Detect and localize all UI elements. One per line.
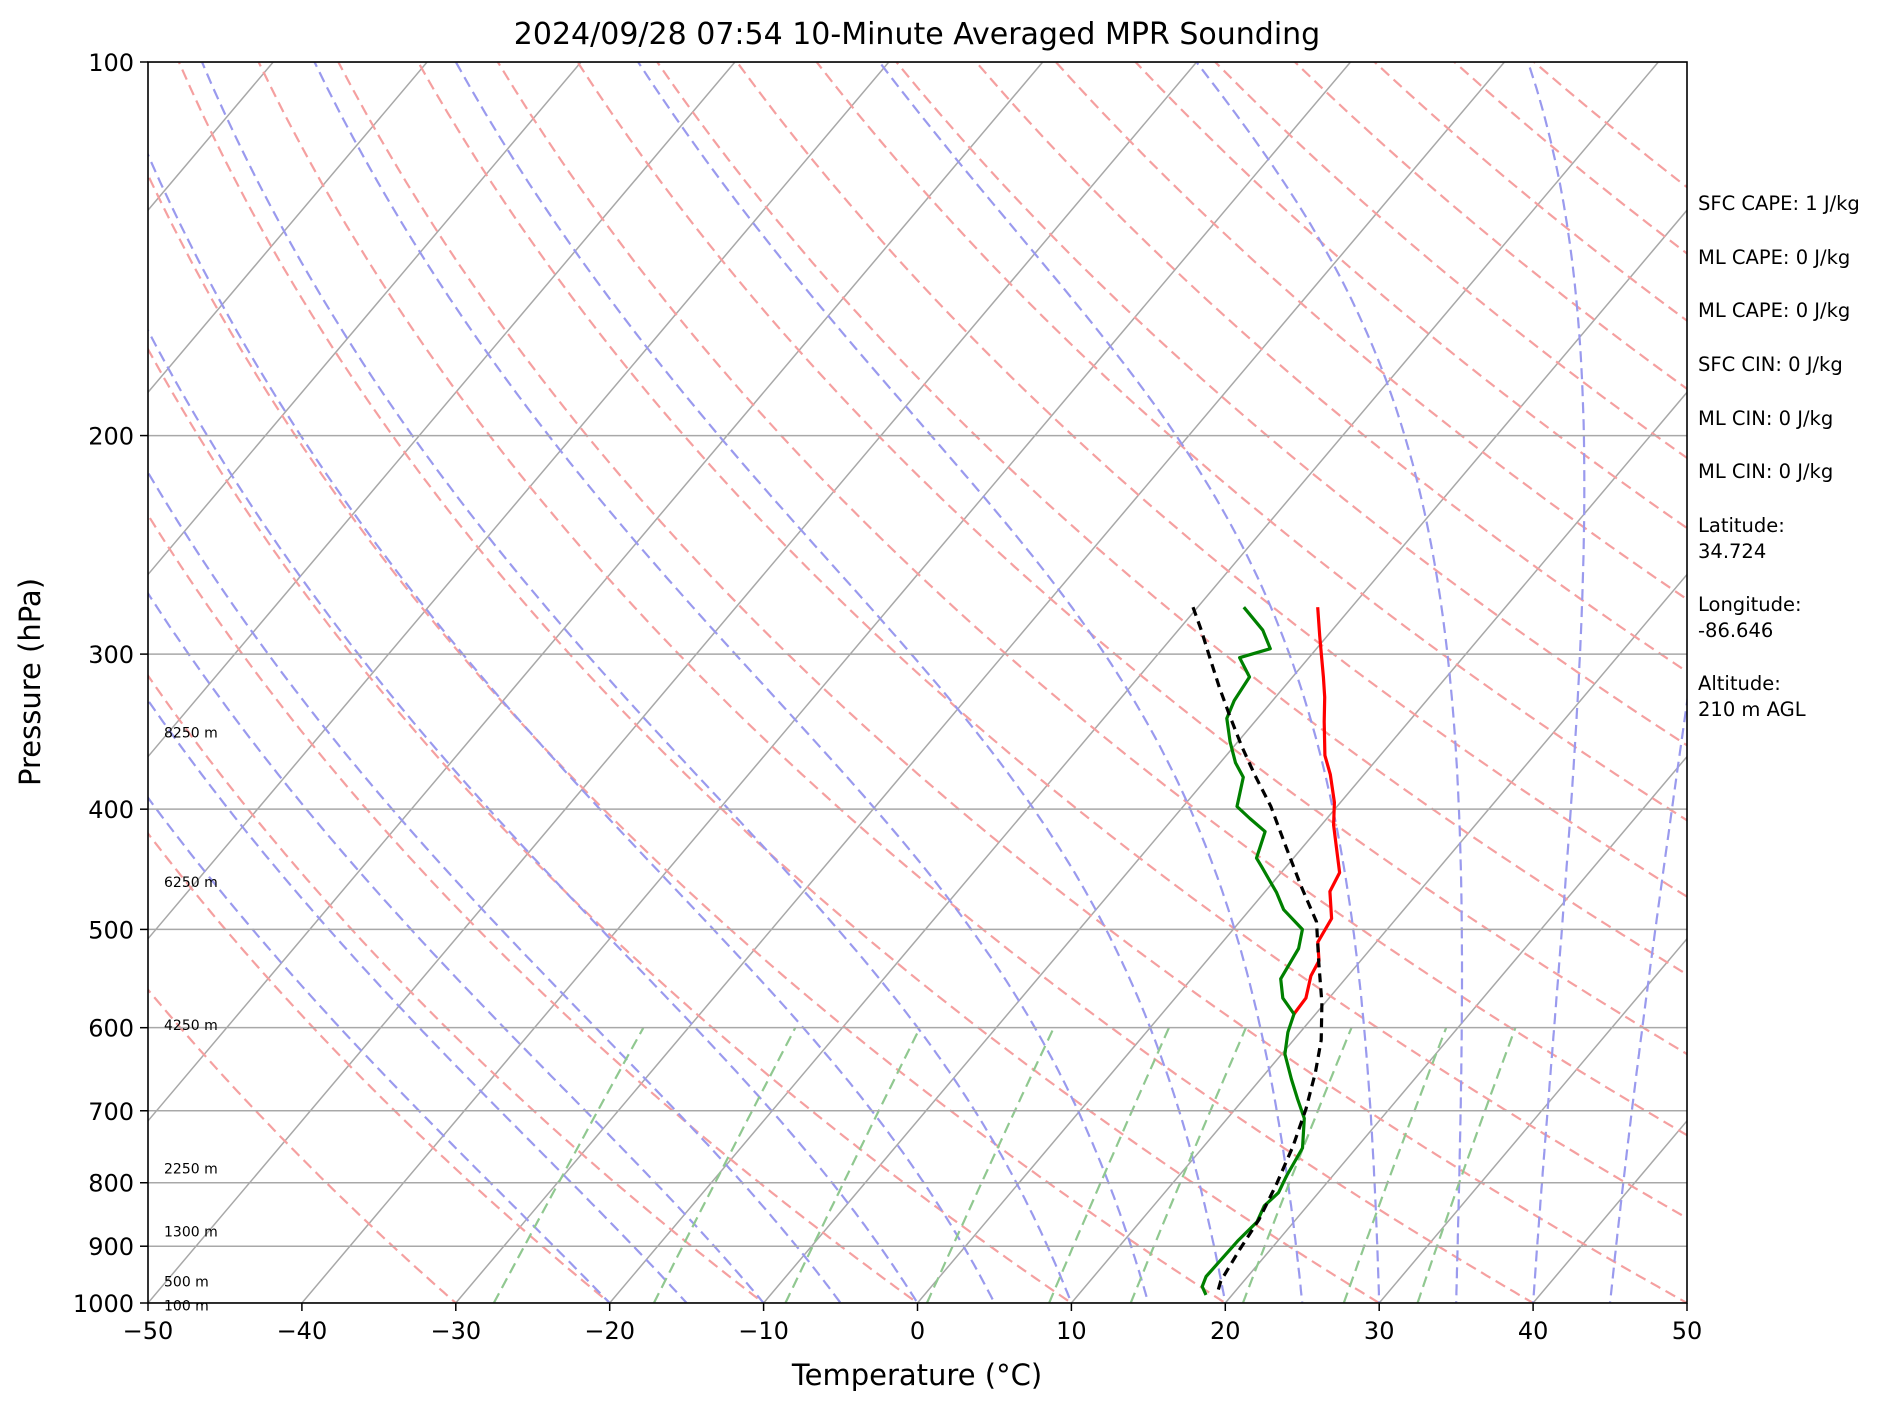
height-labels: 8250 m 6250 m 4250 m 2250 m 1300 m 500 m 100 m xyxy=(164,726,218,1315)
isotherm-line xyxy=(148,62,1198,1303)
background-lines xyxy=(148,62,1687,1303)
longitude-value: -86.646 xyxy=(1698,619,1773,642)
isotherm-line xyxy=(300,62,1352,1303)
y-tick-label: 600 xyxy=(88,1015,134,1043)
dry-adiabat-line xyxy=(148,172,1228,1303)
x-tick-label: 30 xyxy=(1364,1317,1395,1345)
ml-cape-text: ML CAPE: 0 J/kg xyxy=(1698,246,1850,269)
y-tick-label: 100 xyxy=(88,49,134,77)
x-tick-label: 40 xyxy=(1518,1317,1549,1345)
x-tick-label: −40 xyxy=(277,1317,328,1345)
height-label: 100 m xyxy=(164,1299,209,1315)
pressure-gridlines xyxy=(148,62,1687,1303)
sfc-cin-text: SFC CIN: 0 J/kg xyxy=(1698,353,1843,376)
dry-adiabat-line xyxy=(337,62,1687,1303)
chart-title: 2024/09/28 07:54 10-Minute Averaged MPR … xyxy=(514,17,1320,52)
height-label: 2250 m xyxy=(164,1161,218,1177)
moist-adiabat-line xyxy=(148,470,842,1303)
mixing-ratio-line xyxy=(1048,1027,1171,1303)
moist-adiabat-line xyxy=(454,62,1227,1303)
height-label: 1300 m xyxy=(164,1225,218,1241)
moist-adiabat-line xyxy=(148,328,919,1303)
dry-adiabat-line xyxy=(148,512,920,1303)
altitude-value: 210 m AGL xyxy=(1698,698,1806,721)
ml-cape-text-2: ML CAPE: 0 J/kg xyxy=(1698,299,1850,322)
longitude-label: Longitude: xyxy=(1698,593,1802,616)
dry-adiabat-line xyxy=(257,62,1536,1303)
y-tick-label: 800 xyxy=(88,1170,134,1198)
isotherm-line xyxy=(148,62,583,576)
isotherm-line xyxy=(608,62,1660,1303)
isotherm-line xyxy=(762,209,1687,1303)
dry-adiabat-line xyxy=(416,62,1687,1220)
latitude-label: Latitude: xyxy=(1698,514,1785,537)
height-label: 6250 m xyxy=(164,875,218,891)
isotherm-line xyxy=(148,62,1044,1123)
x-axis-ticks: −50 −40 −30 −20 −10 0 10 20 30 40 50 xyxy=(123,1303,1703,1345)
sfc-cape-text: SFC CAPE: 1 J/kg xyxy=(1698,192,1860,215)
x-tick-label: −10 xyxy=(738,1317,789,1345)
isotherm-line xyxy=(148,62,429,394)
y-tick-label: 500 xyxy=(88,916,134,944)
y-axis-label: Pressure (hPa) xyxy=(13,578,47,786)
x-tick-label: −20 xyxy=(584,1317,635,1345)
x-tick-label: −30 xyxy=(430,1317,481,1345)
height-label: 8250 m xyxy=(164,726,218,742)
y-axis-ticks: 1000 900 800 700 600 500 400 300 200 100 xyxy=(73,49,148,1318)
moist-adiabat-line xyxy=(637,62,1304,1303)
isotherm-line xyxy=(1378,937,1687,1303)
dry-adiabat-line xyxy=(815,62,1687,822)
y-tick-label: 400 xyxy=(88,796,134,824)
dry-adiabat-line xyxy=(1054,62,1687,601)
y-tick-label: 200 xyxy=(88,423,134,451)
mixing-ratio-line xyxy=(925,1027,1055,1303)
moist-adiabat-line xyxy=(148,795,612,1303)
y-tick-label: 300 xyxy=(88,641,134,669)
dry-adiabat-line xyxy=(148,988,458,1303)
y-tick-label: 1000 xyxy=(73,1290,134,1318)
moist-adiabat-line xyxy=(313,62,1150,1303)
altitude-label: Altitude: xyxy=(1698,672,1781,695)
isotherm-line xyxy=(916,391,1687,1303)
height-label: 4250 m xyxy=(164,1018,218,1034)
moist-adiabat-line xyxy=(148,152,996,1303)
mixing-ratio-line xyxy=(652,1027,797,1303)
x-tick-label: 0 xyxy=(910,1317,925,1345)
ml-cin-text-2: ML CIN: 0 J/kg xyxy=(1698,460,1833,483)
moist-adiabat-line xyxy=(878,62,1381,1303)
dry-adiabat-line xyxy=(148,346,1074,1303)
moist-adiabat-line xyxy=(1195,62,1464,1303)
x-tick-label: 10 xyxy=(1056,1317,1087,1345)
sounding-lines xyxy=(1191,606,1342,1296)
height-label: 500 m xyxy=(164,1275,209,1291)
y-tick-label: 700 xyxy=(88,1098,134,1126)
isotherm-line xyxy=(1224,755,1687,1303)
isotherm-line xyxy=(148,62,736,758)
mixing-ratio-line xyxy=(1129,1027,1247,1303)
dry-adiabat-line xyxy=(655,62,1687,976)
dry-adiabat-line xyxy=(177,62,1382,1303)
isotherm-line xyxy=(454,62,1506,1303)
moist-adiabat-line xyxy=(1526,62,1586,1303)
x-tick-label: −50 xyxy=(123,1317,174,1345)
mixing-ratio-line xyxy=(784,1027,921,1303)
dry-adiabat-line xyxy=(148,831,612,1303)
dry-adiabat-line xyxy=(576,62,1687,1056)
x-tick-label: 50 xyxy=(1672,1317,1703,1345)
latitude-value: 34.724 xyxy=(1698,540,1766,563)
moist-adiabat-line xyxy=(148,698,689,1303)
isotherm-line xyxy=(148,62,890,940)
x-tick-label: 20 xyxy=(1210,1317,1241,1345)
info-panel: SFC CAPE: 1 J/kg ML CAPE: 0 J/kg ML CAPE… xyxy=(1698,192,1860,721)
y-tick-label: 900 xyxy=(88,1233,134,1261)
moist-adiabat-line xyxy=(200,62,1073,1303)
moist-adiabat-line xyxy=(1608,694,1687,1303)
ml-cin-text: ML CIN: 0 J/kg xyxy=(1698,407,1833,430)
x-axis-label: Temperature (°C) xyxy=(791,1358,1042,1392)
